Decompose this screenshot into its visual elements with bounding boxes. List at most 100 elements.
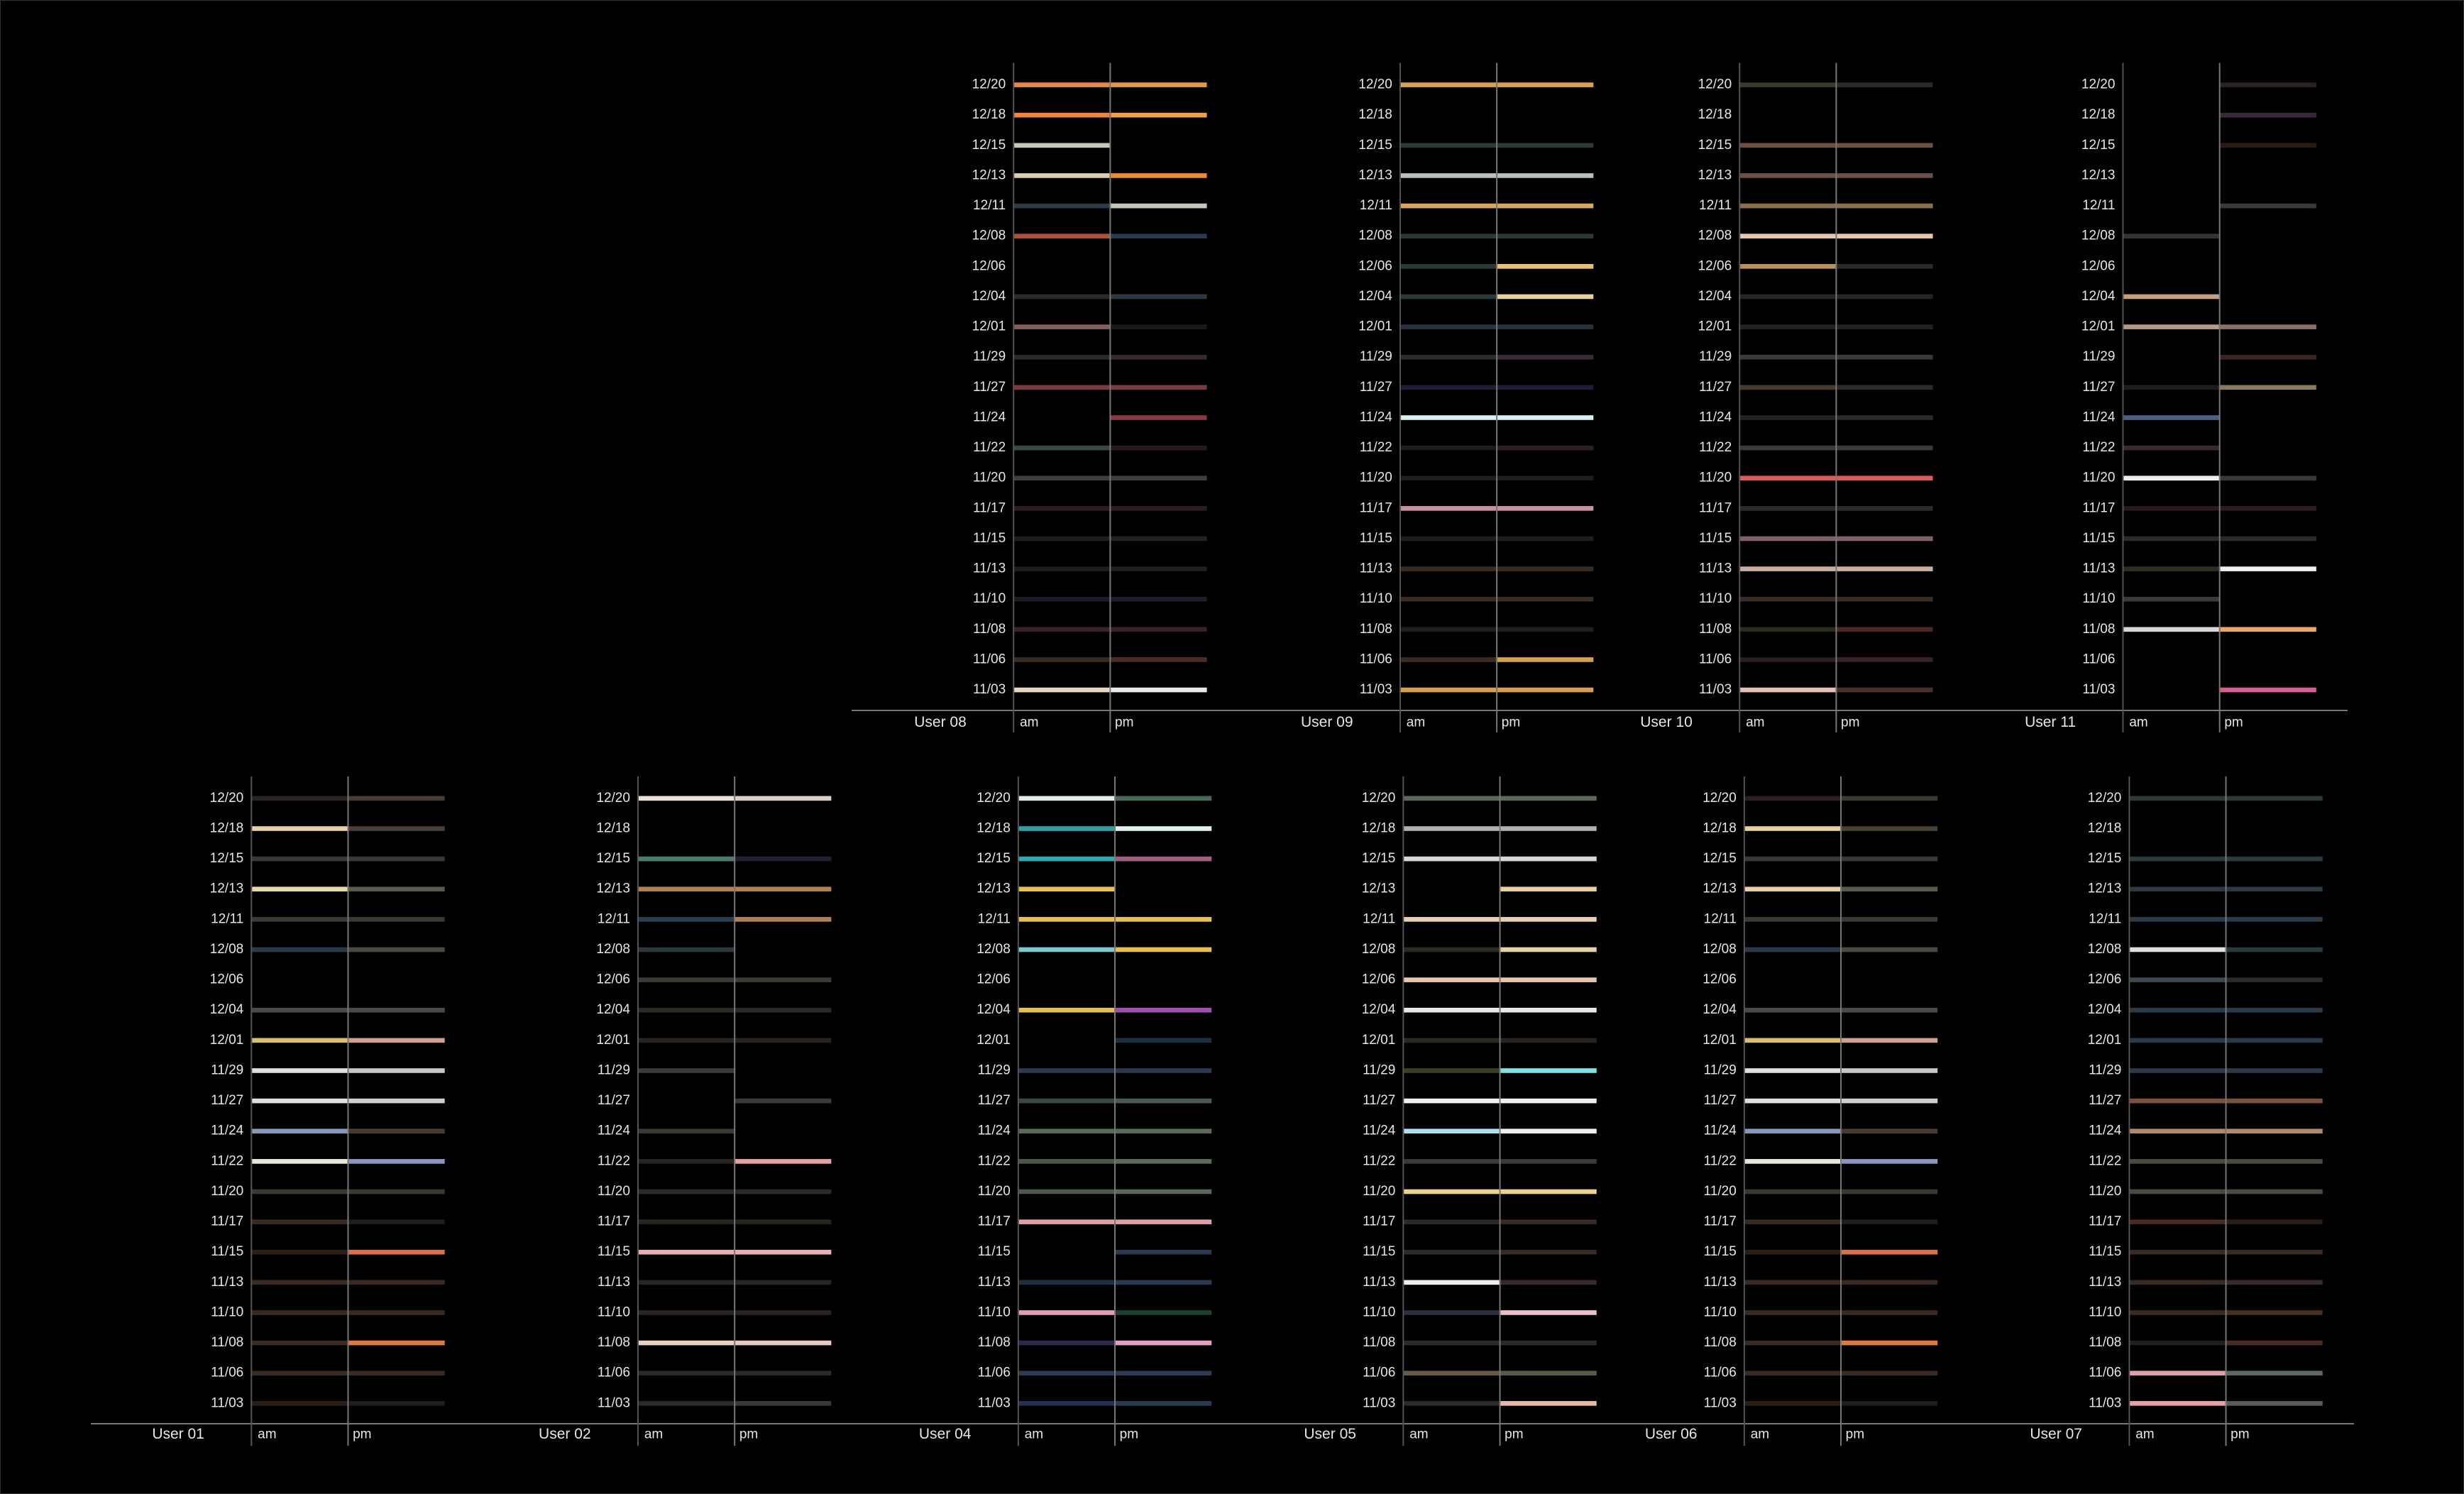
date-label: 12/13 (1703, 881, 1737, 896)
date-label: 11/27 (598, 1093, 630, 1108)
date-label: 11/08 (973, 622, 1006, 637)
date-label: 12/08 (972, 229, 1006, 243)
time-segment (1500, 1068, 1597, 1073)
time-segment (1744, 1159, 1842, 1164)
time-segment (1115, 1401, 1212, 1406)
time-segment (1500, 1159, 1597, 1164)
date-label: 11/13 (1699, 561, 1732, 576)
time-segment (638, 1128, 735, 1134)
time-segment (1115, 1249, 1212, 1255)
time-segment (1836, 324, 1933, 329)
date-label: 11/06 (1704, 1366, 1737, 1380)
time-segment (1403, 917, 1500, 922)
time-segment (1841, 1159, 1938, 1164)
time-segment (1739, 264, 1837, 269)
time-segment (1497, 566, 1594, 571)
date-label: 12/18 (2081, 107, 2116, 122)
time-segment (2129, 1219, 2226, 1224)
date-label: 11/24 (1699, 410, 1732, 424)
time-segment (735, 1249, 832, 1255)
date-label: 11/20 (2089, 1184, 2121, 1199)
time-segment (1399, 143, 1497, 148)
time-segment (348, 917, 445, 922)
time-segment (2226, 1007, 2323, 1013)
period-label: pm (1505, 1427, 1523, 1442)
time-segment (1744, 1098, 1842, 1104)
time-segment (1841, 1098, 1938, 1104)
time-segment (1399, 445, 1497, 451)
date-label: 11/24 (1360, 410, 1393, 424)
time-segment (638, 856, 735, 862)
time-segment (1399, 506, 1497, 511)
time-segment (2226, 1128, 2323, 1134)
time-segment (1403, 796, 1500, 801)
time-segment (735, 1038, 832, 1043)
time-segment (2123, 566, 2220, 571)
date-label: 11/22 (1704, 1153, 1737, 1168)
time-segment (2129, 977, 2226, 982)
period-label: pm (1846, 1427, 1864, 1442)
date-label: 11/20 (598, 1184, 630, 1199)
time-segment (1500, 796, 1597, 801)
time-segment (2129, 1128, 2226, 1134)
date-label: 11/13 (978, 1275, 1011, 1290)
time-segment (1744, 1280, 1842, 1285)
date-label: 12/01 (2081, 319, 2116, 334)
time-segment (735, 886, 832, 892)
date-label: 12/15 (2081, 138, 2116, 153)
time-segment (2129, 856, 2226, 862)
date-label: 12/04 (596, 1002, 630, 1017)
time-segment (2219, 324, 2316, 329)
date-label: 11/10 (973, 591, 1006, 606)
time-segment (735, 856, 832, 862)
time-segment (1110, 294, 1207, 300)
time-segment (1013, 173, 1111, 178)
time-segment (251, 1068, 348, 1073)
time-segment (1018, 1340, 1116, 1346)
time-segment (1836, 566, 1933, 571)
time-segment (251, 1038, 348, 1043)
date-label: 12/01 (1362, 1033, 1396, 1048)
time-segment (1018, 1219, 1116, 1224)
time-segment (638, 1280, 735, 1285)
date-label: 11/27 (1699, 380, 1732, 395)
date-label: 11/06 (211, 1366, 243, 1380)
time-segment (251, 1249, 348, 1255)
time-segment (1497, 294, 1594, 300)
time-segment (1500, 1098, 1597, 1104)
time-segment (2219, 566, 2316, 571)
date-label: 11/15 (2082, 531, 2115, 546)
date-label: 12/13 (2081, 167, 2116, 182)
time-segment (2129, 1280, 2226, 1285)
date-label: 11/22 (978, 1153, 1011, 1168)
time-segment (1841, 1371, 1938, 1376)
user-label: User 09 (1301, 714, 1353, 730)
period-label: am (644, 1427, 663, 1442)
time-segment (1836, 506, 1933, 511)
date-label: 11/03 (2089, 1395, 2121, 1410)
date-label: 12/08 (210, 942, 244, 957)
date-label: 11/27 (1360, 380, 1392, 395)
time-segment (1739, 324, 1837, 329)
period-label: pm (1115, 715, 1133, 730)
time-segment (1836, 173, 1933, 178)
time-segment (1500, 1249, 1597, 1255)
date-label: 11/10 (1363, 1304, 1395, 1319)
time-segment (1018, 1189, 1116, 1194)
time-segment (1841, 1280, 1938, 1285)
user-label: User 06 (1645, 1426, 1698, 1442)
time-segment (638, 1007, 735, 1013)
date-label: 11/22 (1360, 440, 1392, 455)
time-segment (638, 1401, 735, 1406)
time-segment (735, 917, 832, 922)
time-segment (1744, 1371, 1842, 1376)
time-segment (2219, 354, 2316, 360)
time-segment (1500, 1038, 1597, 1043)
time-segment (1744, 886, 1842, 892)
date-label: 11/24 (598, 1124, 631, 1138)
time-segment (348, 1310, 445, 1315)
date-label: 11/03 (1704, 1395, 1737, 1410)
date-label: 11/10 (2082, 591, 2115, 606)
time-segment (348, 1128, 445, 1134)
